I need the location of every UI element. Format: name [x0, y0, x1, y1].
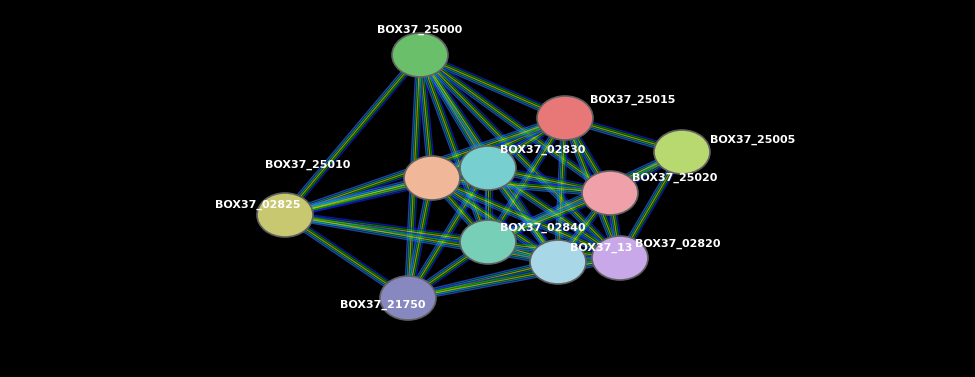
Text: BOX37_25015: BOX37_25015	[590, 95, 676, 105]
Text: BOX37_25000: BOX37_25000	[377, 25, 462, 35]
Text: BOX37_25020: BOX37_25020	[632, 173, 718, 183]
Text: BOX37_25005: BOX37_25005	[710, 135, 796, 145]
Ellipse shape	[460, 146, 516, 190]
Ellipse shape	[392, 33, 448, 77]
Text: BOX37_02820: BOX37_02820	[635, 239, 721, 249]
Ellipse shape	[654, 130, 710, 174]
Text: BOX37_02840: BOX37_02840	[500, 223, 586, 233]
Ellipse shape	[257, 193, 313, 237]
Text: BOX37_02825: BOX37_02825	[215, 200, 300, 210]
Ellipse shape	[530, 240, 586, 284]
Ellipse shape	[404, 156, 460, 200]
Ellipse shape	[592, 236, 648, 280]
Ellipse shape	[582, 171, 638, 215]
Ellipse shape	[537, 96, 593, 140]
Text: BOX37_13: BOX37_13	[570, 243, 633, 253]
Text: BOX37_02830: BOX37_02830	[500, 145, 585, 155]
Text: BOX37_25010: BOX37_25010	[264, 160, 350, 170]
Ellipse shape	[460, 220, 516, 264]
Text: BOX37_21750: BOX37_21750	[340, 300, 425, 310]
Ellipse shape	[380, 276, 436, 320]
